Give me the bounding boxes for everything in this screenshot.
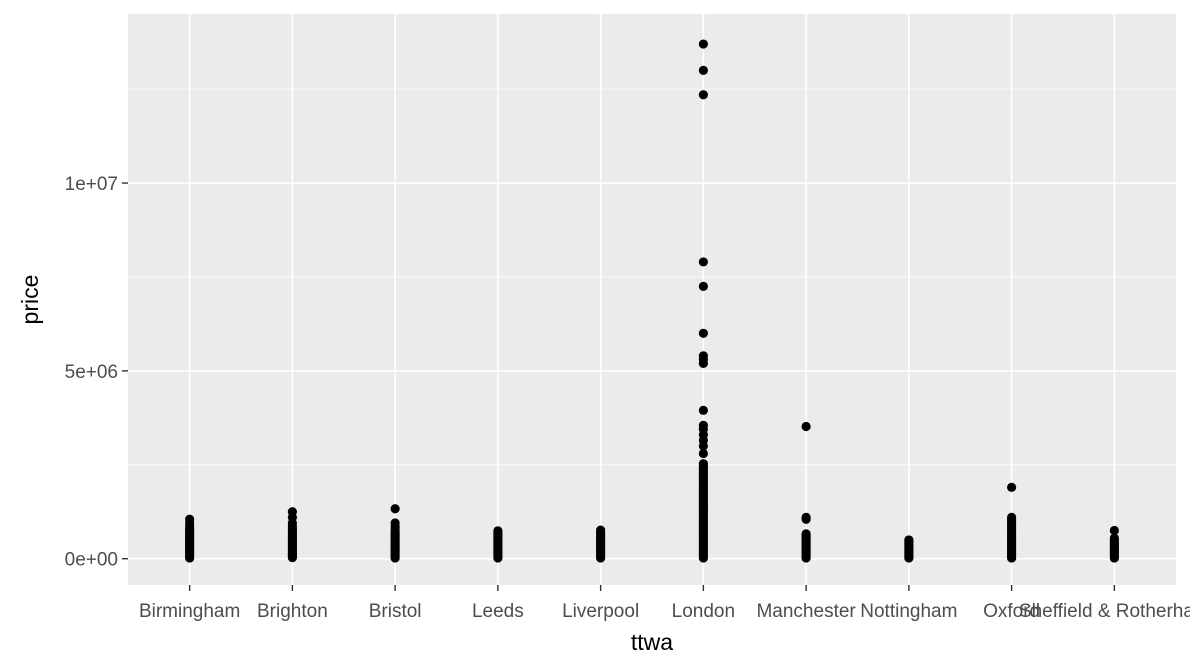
x-tick-label: Brighton xyxy=(257,601,328,622)
y-axis-title: price xyxy=(17,275,43,325)
x-axis: Birmingham Brighton Bristol Leeds Liverpool L… xyxy=(139,585,1190,622)
x-tick-label: Leeds xyxy=(472,601,524,622)
x-tick-label: Manchester xyxy=(756,601,856,622)
data-point xyxy=(698,65,708,75)
data-point xyxy=(1109,525,1119,536)
data-point xyxy=(698,448,708,459)
y-tick-label: 0e+00 xyxy=(65,550,118,571)
data-point xyxy=(698,459,708,469)
x-tick-label: Sheffield & Rotherham xyxy=(1019,601,1190,622)
data-point xyxy=(801,512,811,522)
data-points xyxy=(185,39,1119,563)
data-point xyxy=(698,328,708,338)
x-tick-label: London xyxy=(672,601,735,622)
data-point xyxy=(698,420,708,430)
y-tick-label: 1e+07 xyxy=(65,174,118,195)
y-axis: 0e+00 5e+06 1e+07 xyxy=(65,174,128,571)
data-point xyxy=(801,529,811,539)
x-axis-title: ttwa xyxy=(631,629,673,655)
data-point xyxy=(493,526,503,536)
data-point xyxy=(1109,533,1119,543)
data-point xyxy=(596,525,606,535)
y-tick-label: 5e+06 xyxy=(65,362,118,383)
x-tick-label: Nottingham xyxy=(860,601,957,622)
data-point xyxy=(390,504,400,514)
grid-lines xyxy=(128,14,1176,585)
x-tick-label: Oxford xyxy=(983,601,1040,622)
data-point xyxy=(287,507,297,517)
data-point xyxy=(698,257,708,267)
x-tick-label: Birmingham xyxy=(139,601,240,622)
plot-panel xyxy=(128,14,1176,585)
data-point xyxy=(698,281,708,291)
data-point xyxy=(698,405,708,415)
x-tick-label: Liverpool xyxy=(562,601,639,622)
data-point xyxy=(698,90,708,100)
data-point xyxy=(1007,512,1017,522)
data-point xyxy=(698,351,708,361)
data-point xyxy=(390,518,400,528)
data-point xyxy=(185,514,195,524)
data-point xyxy=(1007,482,1017,492)
x-tick-label: Bristol xyxy=(369,601,422,622)
data-point xyxy=(904,535,914,545)
data-point xyxy=(801,421,811,432)
data-point xyxy=(698,39,708,49)
